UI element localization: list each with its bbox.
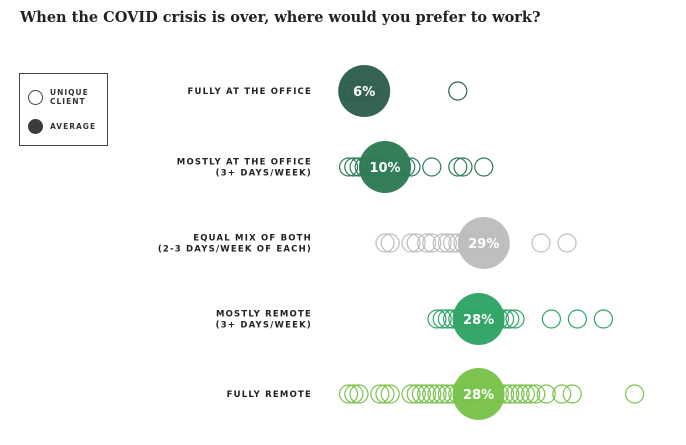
client-point <box>339 157 359 177</box>
client-point <box>349 384 369 404</box>
client-point <box>557 233 577 253</box>
client-point <box>510 384 530 404</box>
client-point <box>505 384 525 404</box>
average-label: 28% <box>463 388 494 403</box>
client-point <box>422 157 442 177</box>
client-point <box>370 384 390 404</box>
category-label: MOSTLY AT THE OFFICE <box>177 158 312 168</box>
client-point <box>406 384 426 404</box>
legend-label-unique-client: UNIQUE CLIENT <box>50 88 89 106</box>
chart-title: When the COVID crisis is over, where wou… <box>20 9 541 26</box>
average-bubble <box>359 141 411 193</box>
category-row: FULLY REMOTE 28% <box>227 368 645 420</box>
average-label: 6% <box>353 85 375 100</box>
category-label: MOSTLY REMOTE <box>216 310 312 320</box>
client-point <box>520 384 541 404</box>
legend: UNIQUE CLIENT AVERAGE <box>19 73 108 146</box>
client-point <box>552 384 572 404</box>
client-point <box>536 384 556 404</box>
category-row: EQUAL MIX OF BOTH(2-3 DAYS/WEEK OF EACH)… <box>158 217 577 269</box>
client-point <box>531 233 551 253</box>
average-bubble <box>452 293 505 345</box>
client-point <box>567 309 588 329</box>
client-point <box>422 384 442 404</box>
legend-label-average: AVERAGE <box>50 122 97 131</box>
category-label: (3+ DAYS/WEEK) <box>216 169 312 179</box>
open-circle-icon <box>28 89 43 105</box>
client-point <box>417 384 437 404</box>
average-bubble <box>338 65 391 117</box>
client-point <box>380 384 400 404</box>
client-point <box>526 384 546 404</box>
category-label: (3+ DAYS/WEEK) <box>216 321 312 331</box>
client-point <box>380 233 400 253</box>
client-point <box>453 157 473 177</box>
client-point <box>437 233 457 253</box>
filled-circle-icon <box>28 119 43 134</box>
client-point <box>505 309 525 329</box>
client-point <box>448 157 468 177</box>
legend-item-unique-client: UNIQUE CLIENT <box>28 88 96 106</box>
client-point <box>427 309 447 329</box>
client-point <box>541 309 562 329</box>
legend-item-average: AVERAGE <box>28 119 96 134</box>
category-row: MOSTLY REMOTE(3+ DAYS/WEEK) 28% <box>216 293 614 345</box>
client-point <box>562 384 582 404</box>
average-bubble <box>452 368 505 420</box>
client-point <box>593 309 614 329</box>
category-label: FULLY REMOTE <box>227 390 312 400</box>
client-point <box>427 384 447 404</box>
client-point <box>624 384 645 404</box>
client-point <box>401 233 421 253</box>
client-point <box>406 233 426 253</box>
category-label: (2-3 DAYS/WEEK OF EACH) <box>158 245 312 255</box>
client-point <box>417 233 437 253</box>
average-label: 29% <box>468 237 499 252</box>
client-point <box>422 233 442 253</box>
category-row: FULLY AT THE OFFICE 6% <box>187 65 468 117</box>
average-bubble <box>457 217 510 269</box>
average-label: 10% <box>369 161 400 176</box>
client-point <box>448 81 468 101</box>
client-point <box>401 384 421 404</box>
client-point <box>432 384 452 404</box>
client-point <box>474 157 494 177</box>
client-point <box>411 384 431 404</box>
category-row: MOSTLY AT THE OFFICE(3+ DAYS/WEEK) 10% <box>177 141 494 193</box>
category-label: FULLY AT THE OFFICE <box>187 87 312 97</box>
client-point <box>344 384 364 404</box>
client-point <box>375 233 395 253</box>
client-point <box>515 384 536 404</box>
average-label: 28% <box>463 313 494 328</box>
client-point <box>432 309 452 329</box>
client-point <box>339 384 359 404</box>
category-label: EQUAL MIX OF BOTH <box>193 234 312 244</box>
client-point <box>375 384 395 404</box>
client-point <box>432 233 452 253</box>
